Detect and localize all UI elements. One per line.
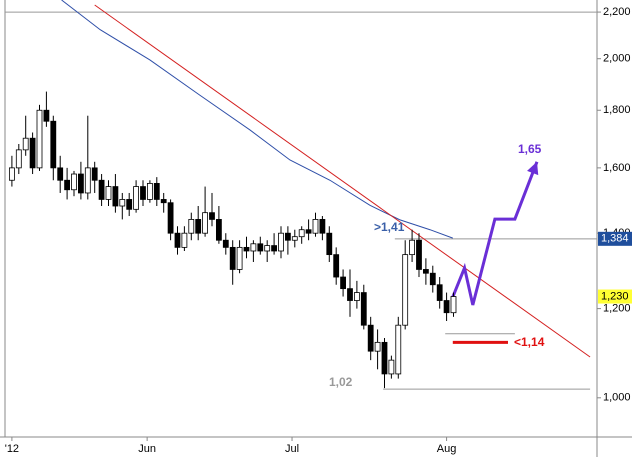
candle-body — [367, 324, 374, 352]
candle-body — [209, 212, 215, 220]
price-marker-label: 1,384 — [601, 233, 629, 245]
y-tick-label: 1,800 — [603, 104, 631, 116]
candle-body — [153, 183, 160, 200]
candle-body — [298, 229, 305, 238]
price-marker-label: 1,230 — [601, 290, 629, 302]
candle-body — [243, 246, 250, 252]
candle-body — [305, 229, 312, 234]
y-tick-label: 1,000 — [603, 392, 631, 404]
candle-body — [236, 246, 243, 270]
candle-body — [312, 219, 319, 234]
candle-body — [333, 254, 340, 278]
candle-body — [112, 186, 119, 207]
candle-body — [443, 300, 450, 314]
candle-body — [215, 219, 222, 241]
candle-body — [257, 243, 264, 252]
candle-body — [291, 236, 298, 241]
candle-body — [202, 212, 208, 234]
candle-body — [264, 245, 271, 252]
candle-body — [422, 269, 429, 274]
price-marker — [598, 289, 632, 304]
candle-body — [416, 239, 422, 270]
candle-body — [388, 359, 395, 375]
candle-body — [22, 137, 29, 151]
candle-body — [57, 167, 64, 181]
y-tick-label: 2,200 — [603, 6, 631, 18]
candle-body — [284, 232, 291, 241]
candle-body — [381, 341, 388, 375]
candle-body — [50, 120, 57, 169]
candle-body — [15, 149, 22, 169]
candle-body — [64, 179, 70, 191]
candle-body — [436, 284, 443, 301]
candle-body — [71, 173, 77, 191]
candle-body — [98, 179, 105, 200]
candle-body — [402, 254, 409, 326]
y-tick-label: 1,200 — [603, 303, 631, 315]
price-marker — [598, 231, 632, 246]
y-tick-label: 2,000 — [603, 53, 631, 65]
candle-body — [77, 173, 84, 194]
candle-body — [395, 324, 402, 375]
candle-body — [360, 292, 367, 326]
candle-body — [160, 199, 167, 204]
candle-body — [195, 219, 202, 234]
candle-body — [222, 239, 229, 248]
candle-body — [347, 288, 353, 301]
candle-body — [91, 167, 98, 181]
line-series — [94, 4, 591, 358]
candle-body — [146, 183, 153, 200]
candle-body — [229, 246, 236, 270]
candle-body — [181, 232, 188, 248]
x-tick-label: Aug — [437, 443, 457, 455]
candle-body — [278, 232, 284, 252]
x-tick-label: Jul — [285, 443, 299, 455]
candle-body — [340, 276, 346, 290]
candle-body — [271, 245, 277, 252]
candle-body — [133, 186, 139, 210]
candle-body — [174, 232, 181, 248]
line-series — [61, 0, 453, 239]
annotation: <1,14 — [514, 335, 545, 349]
candle-body — [167, 202, 174, 234]
candle-body — [409, 239, 415, 256]
candle-body — [84, 167, 91, 194]
candle-body — [374, 341, 381, 352]
candle-body — [353, 292, 360, 301]
annotation: 1,65 — [518, 142, 542, 156]
candle-body — [29, 137, 36, 169]
line-series — [451, 161, 539, 306]
x-tick-label: '12 — [5, 443, 19, 455]
candle-body — [8, 167, 15, 181]
candle-body — [43, 109, 50, 122]
candle-body — [429, 272, 436, 286]
candle-body — [119, 199, 126, 207]
arrow-head — [527, 161, 539, 176]
x-tick-label: Jun — [138, 443, 156, 455]
candle-body — [188, 219, 195, 234]
y-tick-label: 1,600 — [603, 162, 631, 174]
candle-body — [250, 243, 257, 252]
candle-body — [319, 219, 326, 234]
annotation: >1,41 — [374, 220, 405, 234]
candle-body — [450, 296, 457, 314]
candle-body — [140, 186, 146, 200]
candle-body — [105, 186, 112, 200]
candle-body — [36, 109, 43, 169]
annotation: 1,02 — [329, 375, 353, 389]
candle-body — [326, 232, 333, 256]
candle-body — [126, 199, 133, 210]
